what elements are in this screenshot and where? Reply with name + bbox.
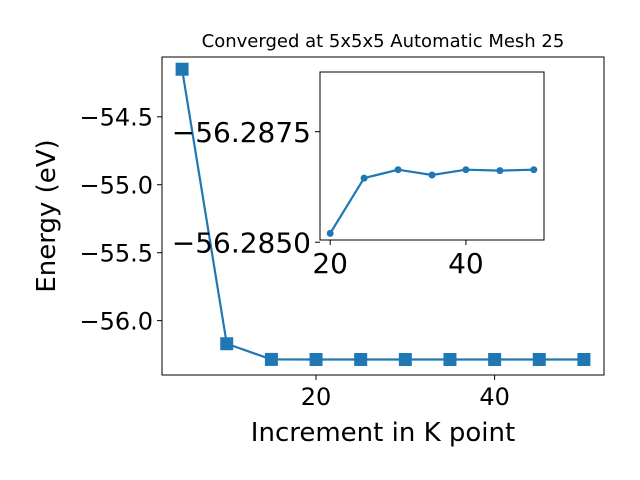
- main-data-point: [309, 352, 323, 366]
- main-series-line: [181, 69, 584, 361]
- main-x-ticks: 20 40: [301, 375, 510, 411]
- inset-data-point: [326, 229, 334, 237]
- inset-y-tick-label: −56.2875: [172, 116, 311, 149]
- inset-x-tick-label: 40: [448, 247, 484, 280]
- inset-x-tick-label: 20: [312, 247, 348, 280]
- main-y-tick-label: −54.5: [79, 103, 153, 131]
- main-data-point: [175, 62, 189, 76]
- inset-y-ticks: −56.2875 −56.2850: [172, 116, 320, 259]
- main-data-point: [264, 352, 278, 366]
- inset-data-point: [462, 166, 470, 174]
- inset-data-point: [360, 174, 368, 182]
- main-y-ticks: −54.5 −55.0 −55.5 −56.0: [79, 103, 162, 335]
- x-axis-label: Increment in K point: [251, 418, 515, 448]
- inset-series: [326, 166, 538, 237]
- inset-plot-frame: [319, 71, 545, 241]
- inset-y-tick-label: −56.2850: [172, 226, 311, 259]
- inset-data-point: [394, 166, 402, 174]
- main-data-point: [532, 352, 546, 366]
- inset-data-point: [530, 166, 538, 174]
- inset-data-point: [496, 167, 504, 175]
- main-data-point: [443, 352, 457, 366]
- inset-plot: 20 40 −56.2875−56.2850: [172, 71, 545, 280]
- main-data-point: [577, 352, 591, 366]
- main-x-tick-label: 20: [301, 383, 332, 411]
- main-data-point: [488, 352, 502, 366]
- main-y-tick-label: −55.5: [79, 239, 153, 267]
- main-data-point: [398, 352, 412, 366]
- y-axis-label: Energy (eV): [32, 139, 62, 292]
- main-x-tick-label: 40: [479, 383, 510, 411]
- main-data-point: [220, 337, 234, 351]
- main-y-tick-label: −55.0: [79, 171, 153, 199]
- inset-data-point: [428, 171, 436, 179]
- main-y-tick-label: −56.0: [79, 307, 153, 335]
- main-series: [175, 62, 591, 366]
- main-data-point: [354, 352, 368, 366]
- inset-x-ticks: 20 40: [312, 240, 484, 280]
- chart-title: Converged at 5x5x5 Automatic Mesh 25: [202, 31, 565, 52]
